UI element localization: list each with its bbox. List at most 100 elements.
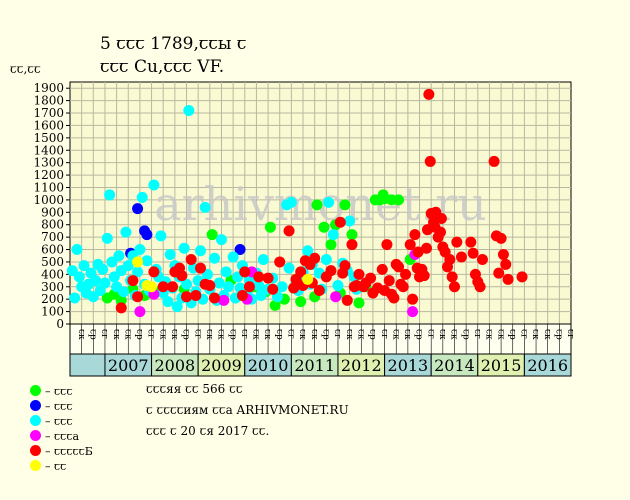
data-point-red bbox=[283, 225, 295, 237]
data-point-cyan bbox=[276, 281, 288, 293]
data-point-cyan bbox=[183, 105, 195, 117]
data-point-red bbox=[239, 266, 251, 278]
y-tick-label: 300 bbox=[41, 280, 64, 294]
data-point-cyan bbox=[155, 230, 167, 242]
data-point-cyan bbox=[134, 244, 146, 256]
y-tick-label: 500 bbox=[41, 255, 64, 269]
quarter-label: ꞇг bbox=[379, 329, 389, 339]
data-point-cyan bbox=[208, 252, 220, 264]
data-point-cyan bbox=[332, 280, 344, 292]
y-tick-label: 1100 bbox=[33, 180, 64, 194]
legend-item-red: – ꞇꞇꞇꞇꞇБ bbox=[30, 445, 93, 459]
quarter-label: ꞇг bbox=[192, 329, 202, 339]
quarter-label: ꞇк bbox=[355, 329, 365, 340]
quarter-label: ꞇг bbox=[286, 329, 296, 339]
data-point-red bbox=[435, 213, 447, 225]
data-point-green bbox=[264, 221, 276, 233]
data-point-cyan bbox=[132, 266, 144, 278]
quarter-label: ꞇк bbox=[157, 329, 167, 340]
data-point-green bbox=[325, 239, 337, 251]
data-point-yellow bbox=[146, 281, 158, 293]
data-point-red bbox=[313, 284, 325, 296]
data-point-cyan bbox=[171, 301, 183, 313]
y-tick-label: 200 bbox=[41, 292, 64, 306]
data-point-cyan bbox=[344, 215, 356, 227]
data-point-red bbox=[393, 261, 405, 273]
data-point-red bbox=[418, 270, 430, 282]
data-point-green bbox=[206, 229, 218, 241]
data-point-red bbox=[435, 226, 447, 238]
year-band bbox=[523, 353, 572, 377]
data-point-red bbox=[451, 236, 463, 248]
data-point-red bbox=[253, 271, 265, 283]
y-tick-label: 0 bbox=[56, 317, 64, 331]
quarter-label: ꞇг bbox=[146, 329, 156, 339]
quarter-label: ꞇк bbox=[449, 329, 459, 340]
data-point-blue bbox=[234, 244, 246, 256]
data-point-red bbox=[365, 272, 377, 284]
data-point-blue bbox=[141, 229, 153, 241]
data-point-red bbox=[497, 249, 509, 261]
data-point-cyan bbox=[227, 251, 239, 263]
data-point-red bbox=[502, 273, 514, 285]
legend-dot bbox=[30, 385, 41, 396]
data-point-red bbox=[295, 266, 307, 278]
data-point-red bbox=[208, 292, 220, 304]
data-point-cyan bbox=[283, 262, 295, 274]
quarter-strip bbox=[69, 323, 572, 355]
data-point-red bbox=[243, 281, 255, 293]
quarter-label: ꞇг bbox=[565, 329, 575, 339]
y-axis-label: ꞇꞇ,ꞇꞇ bbox=[10, 62, 41, 76]
data-point-cyan bbox=[164, 249, 176, 261]
legend-dot bbox=[30, 445, 41, 456]
data-point-cyan bbox=[194, 245, 206, 257]
data-point-red bbox=[455, 251, 467, 263]
data-point-cyan bbox=[69, 292, 81, 304]
data-point-cyan bbox=[104, 189, 116, 201]
data-point-red bbox=[421, 242, 433, 254]
quarter-label: ꞇк bbox=[216, 329, 226, 340]
year-label: 2014 bbox=[434, 356, 475, 375]
quarter-label: ꞇк bbox=[122, 329, 132, 340]
data-point-red bbox=[404, 239, 416, 251]
y-tick-label: 1300 bbox=[33, 156, 64, 170]
quarter-label: ꞇк bbox=[169, 329, 179, 340]
quarter-label: ꞇк bbox=[297, 329, 307, 340]
y-tick-label: 1700 bbox=[33, 106, 64, 120]
data-point-cyan bbox=[141, 255, 153, 267]
data-point-cyan bbox=[215, 234, 227, 246]
data-point-red bbox=[412, 246, 424, 258]
note-line-2: ꞇ ꞇꞇꞇꞇиям ꞇꞇа ARHIVMONET.RU bbox=[146, 403, 349, 417]
data-point-red bbox=[181, 291, 193, 303]
year-label: 2009 bbox=[201, 356, 242, 375]
data-point-blue bbox=[132, 203, 144, 215]
data-point-red bbox=[397, 281, 409, 293]
data-point-red bbox=[190, 289, 202, 301]
quarter-label: ꞇк bbox=[437, 329, 447, 340]
data-point-red bbox=[446, 271, 458, 283]
quarter-label: ꞇг bbox=[519, 329, 529, 339]
legend-label: – ꞇꞇ bbox=[45, 460, 67, 473]
legend-dot bbox=[30, 415, 41, 426]
note-line-3: ꞇꞇꞇ ꞇ 20 ꞇя 2017 ꞇꞇ. bbox=[146, 424, 270, 438]
data-point-cyan bbox=[302, 245, 314, 257]
data-point-red bbox=[148, 266, 160, 278]
data-point-red bbox=[424, 155, 436, 167]
data-point-magenta bbox=[407, 306, 419, 318]
legend-label: – ꞇꞇꞇ bbox=[45, 415, 73, 428]
legend-item-green: – ꞇꞇꞇ bbox=[30, 385, 72, 399]
year-label: 2010 bbox=[248, 356, 289, 375]
y-tick-label: 600 bbox=[41, 243, 64, 257]
data-point-red bbox=[500, 258, 512, 270]
quarter-label: ꞇк bbox=[530, 329, 540, 340]
data-point-red bbox=[236, 289, 248, 301]
quarter-label: ꞇр bbox=[134, 329, 144, 340]
data-point-red bbox=[381, 239, 393, 251]
year-label: 2012 bbox=[341, 356, 382, 375]
data-point-green bbox=[393, 194, 405, 206]
data-point-cyan bbox=[148, 179, 160, 191]
quarter-label: ꞇк bbox=[495, 329, 505, 340]
data-point-red bbox=[409, 229, 421, 241]
y-tick-label: 1000 bbox=[33, 193, 64, 207]
